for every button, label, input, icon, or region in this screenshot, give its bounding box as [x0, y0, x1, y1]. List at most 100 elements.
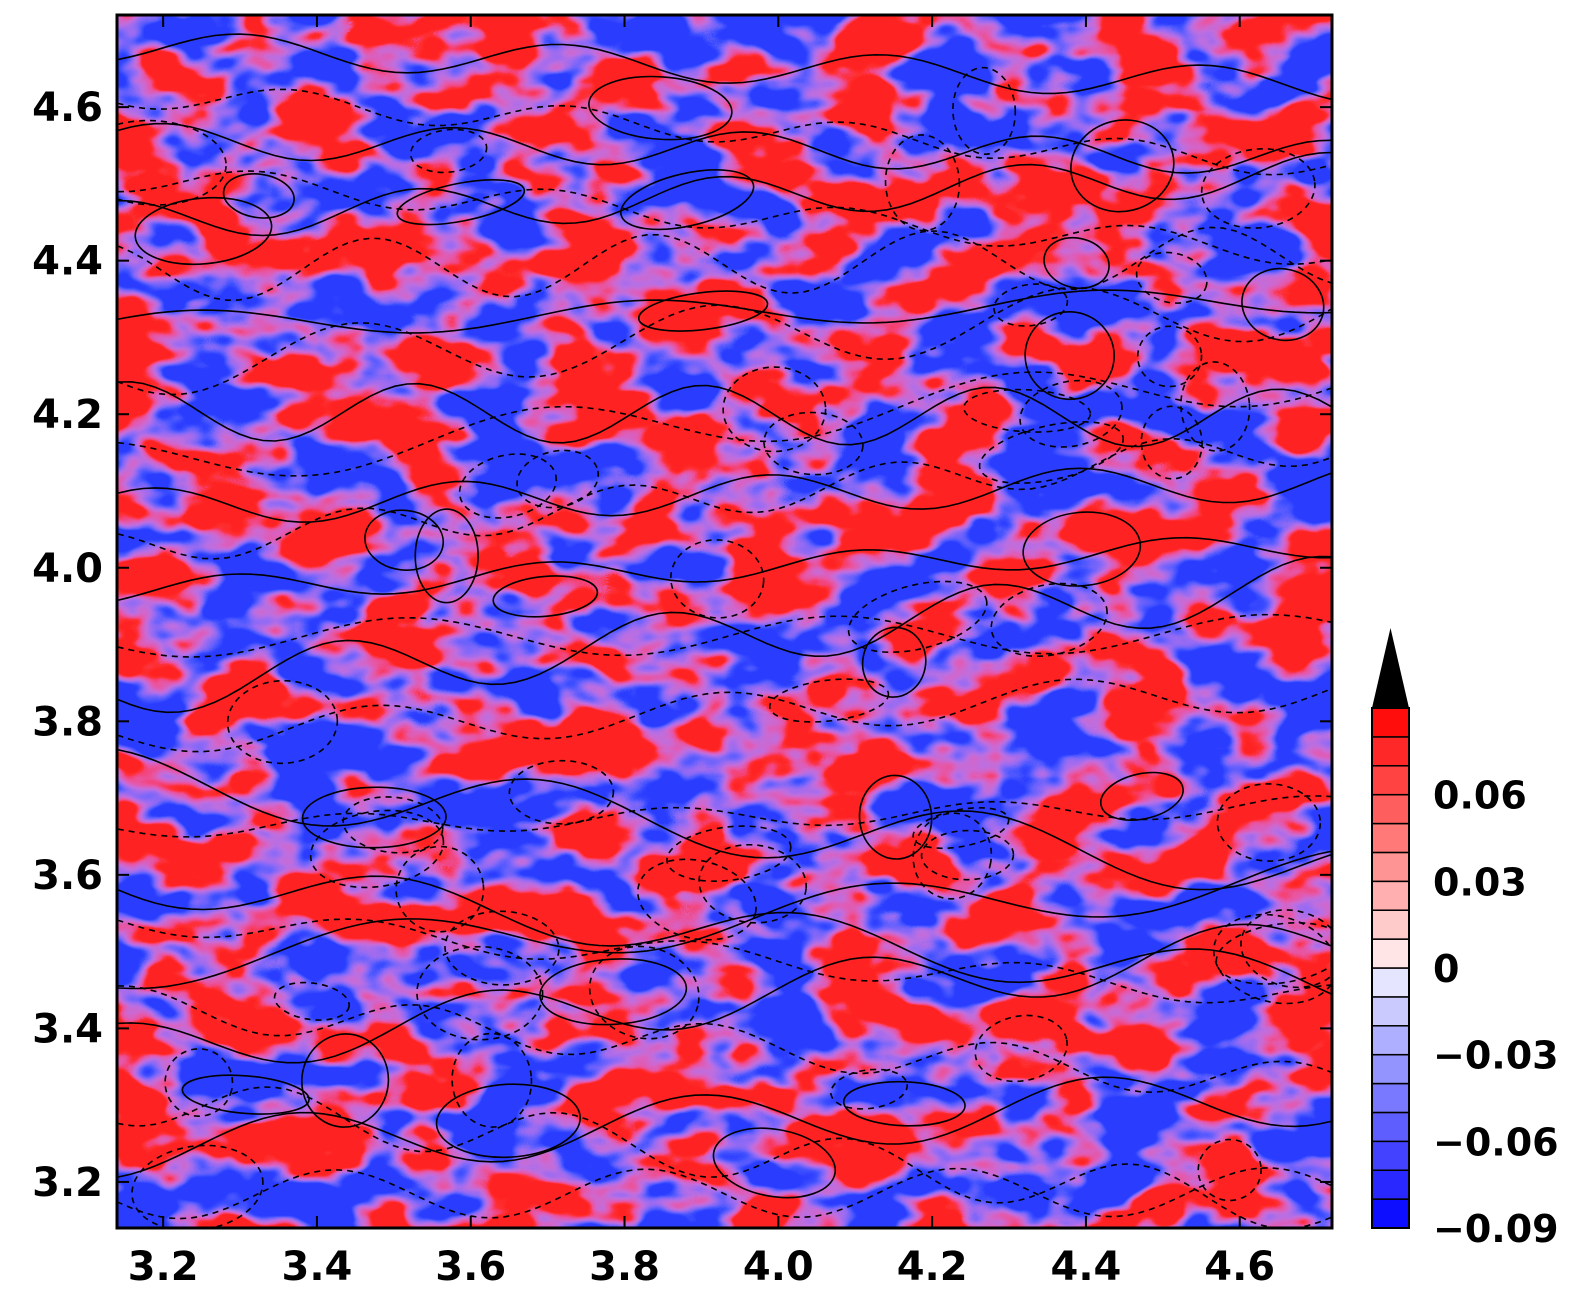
contour-line [117, 923, 1332, 1064]
contour-loop [620, 169, 755, 231]
contour-loop [1212, 913, 1332, 1005]
contour-loop [396, 179, 526, 226]
contour-loop [666, 825, 792, 882]
contour-loop [492, 575, 599, 618]
plot-area: 3.2 3.4 3.6 3.8 4.0 4.2 4.4 4.6 3.2 3.4 3.6 3.8 4.0… [32, 13, 1334, 1290]
y-tick-label: 3.4 [32, 1006, 103, 1052]
contour-loop [698, 843, 807, 924]
y-tick-label: 4.2 [32, 392, 103, 438]
contour-line [117, 226, 1332, 302]
colorbar-level [1371, 1111, 1410, 1143]
contour-loop [1099, 771, 1184, 821]
contour-loop [858, 774, 933, 860]
y-axis: 3.2 3.4 3.6 3.8 4.0 4.2 4.4 4.6 [32, 85, 1332, 1206]
contour-loop [164, 1048, 234, 1117]
contour-line [117, 286, 1332, 396]
contour-loop [963, 388, 1092, 433]
contour-loop [458, 453, 557, 519]
contour-loop [222, 173, 295, 219]
colorbar-level [1371, 707, 1410, 738]
colorbar-level [1371, 1025, 1410, 1056]
y-tick-label: 4.6 [32, 85, 103, 131]
field-heatmap [117, 15, 1332, 1228]
contour-line [117, 748, 1332, 891]
colorbar-tick-label: −0.06 [1433, 1120, 1559, 1164]
contour-line [117, 555, 1332, 714]
contour-loop [670, 539, 765, 619]
x-axis: 3.2 3.4 3.6 3.8 4.0 4.2 4.4 4.6 [128, 15, 1275, 1290]
colorbar-level [1371, 851, 1410, 883]
contour-loop [588, 945, 700, 1040]
y-tick-label: 3.2 [32, 1160, 103, 1206]
contour-loop [637, 858, 757, 941]
contour-loop [1200, 148, 1316, 229]
contour-loop [1022, 511, 1142, 587]
colorbar-level [1371, 1082, 1410, 1114]
contour-loop [884, 134, 961, 232]
plot-frame [115, 13, 1334, 1230]
colorbar-tick-label: 0.06 [1433, 774, 1527, 818]
contour-loop [912, 812, 993, 900]
contour-line [117, 1076, 1332, 1179]
contour-loop [1140, 405, 1203, 480]
contour-line [117, 536, 1331, 602]
contour-loop [226, 679, 339, 765]
contour-loop [414, 508, 479, 604]
colorbar-level [1371, 909, 1410, 940]
colorbar-extend-arrow [1372, 628, 1409, 708]
colorbar-level [1371, 1169, 1410, 1200]
colorbar-level [1371, 938, 1410, 969]
contour-line [117, 380, 1332, 448]
contour-loop [395, 845, 485, 933]
contour-loop [1241, 267, 1325, 342]
contour-line [117, 613, 1332, 658]
contour-line [117, 795, 1332, 838]
colorbar-frame [1371, 707, 1410, 1229]
contour-loop [712, 1127, 837, 1199]
contour-line [117, 170, 1332, 266]
contour-loop [974, 1014, 1068, 1083]
contour-loop [1197, 1138, 1262, 1202]
colorbar-level [1371, 822, 1410, 854]
contour-loop [637, 290, 769, 332]
contour-loop [1216, 783, 1322, 862]
contour-loop [309, 809, 445, 889]
contour-loop [508, 759, 615, 825]
contour-line [117, 151, 1332, 237]
contour-line [117, 289, 1332, 334]
y-tick-label: 3.8 [32, 699, 103, 745]
x-tick-label: 3.2 [128, 1244, 199, 1290]
colorbar-tick-label: 0 [1433, 947, 1459, 991]
contour-loop [301, 1033, 390, 1128]
contour-loop [1180, 361, 1251, 452]
colorbar-tick-label: 0.03 [1433, 860, 1527, 904]
y-tick-label: 4.4 [32, 239, 103, 285]
colorbar-tick-label: −0.03 [1433, 1034, 1559, 1078]
x-tick-label: 4.2 [897, 1244, 968, 1290]
contour-line [117, 371, 1332, 477]
colorbar-level [1371, 793, 1410, 825]
contour-loop [993, 283, 1069, 327]
contour-line [117, 88, 1332, 176]
y-tick-label: 4.0 [32, 546, 103, 592]
contour-loop [409, 128, 488, 174]
x-tick-label: 3.4 [282, 1244, 353, 1290]
contour-loop [842, 1080, 966, 1127]
colorbar: 0.06 0.03 0 −0.03 −0.06 −0.09 [1371, 628, 1559, 1251]
contour-line [117, 437, 1332, 560]
x-tick-label: 3.6 [435, 1244, 506, 1290]
contour-line [117, 122, 1332, 174]
colorbar-level [1371, 880, 1410, 911]
contour-loop [435, 1083, 582, 1159]
contour-loop [722, 366, 827, 453]
colorbar-tick-label: −0.09 [1433, 1207, 1559, 1251]
colorbar-level [1371, 996, 1410, 1027]
contour-line [117, 678, 1332, 753]
contour-loop [952, 66, 1017, 155]
x-tick-label: 3.8 [589, 1244, 660, 1290]
colorbar-level [1371, 765, 1410, 796]
colorbar-level [1371, 1198, 1410, 1229]
contour-loop [301, 786, 447, 849]
contour-line [117, 1086, 1332, 1228]
